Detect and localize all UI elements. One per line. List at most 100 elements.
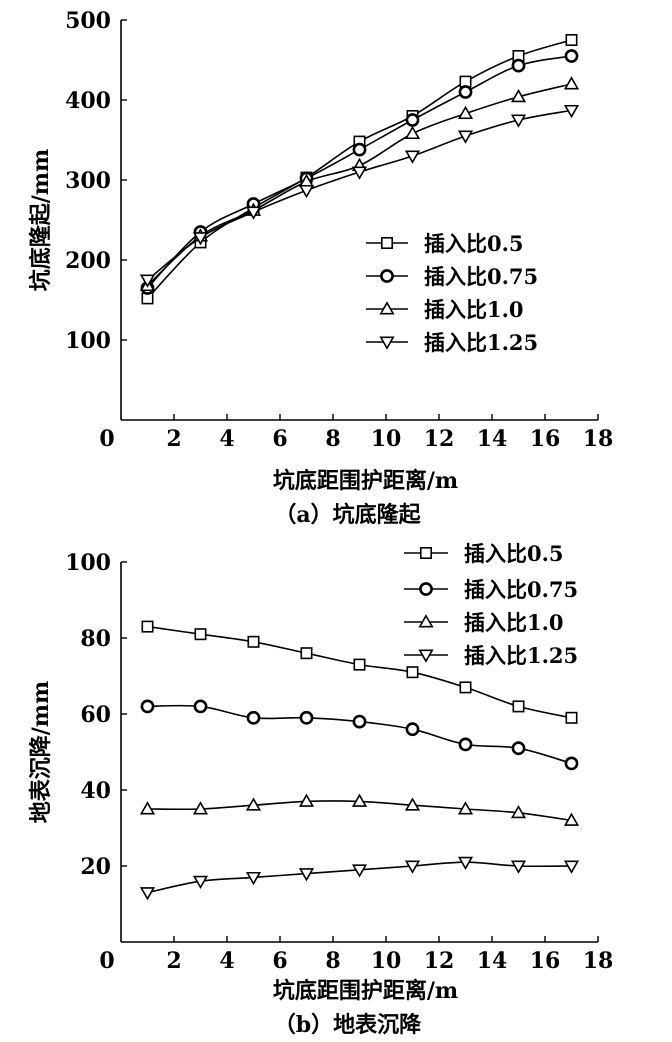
data-point	[404, 860, 421, 874]
data-point	[563, 104, 580, 119]
series-4	[139, 856, 580, 901]
data-point	[352, 142, 367, 157]
data-point	[141, 620, 154, 633]
legend-item: 插入比1.0	[366, 297, 524, 322]
x-tick-label: 4	[219, 426, 234, 452]
x-tick-label: 14	[477, 426, 508, 452]
data-point	[139, 801, 156, 815]
x-tick-label: 8	[325, 426, 340, 452]
data-point	[139, 887, 156, 901]
data-point	[511, 741, 526, 756]
data-point	[298, 793, 315, 807]
data-point	[565, 711, 578, 724]
data-point	[406, 666, 419, 679]
data-point	[565, 33, 578, 46]
data-point	[245, 206, 262, 220]
data-point	[457, 130, 474, 144]
data-point	[246, 710, 261, 725]
y-tick-label: 500	[65, 8, 111, 34]
legend-marker	[380, 269, 394, 283]
data-point	[458, 85, 473, 99]
y-tick-label: 40	[80, 778, 111, 804]
series-2	[140, 49, 579, 295]
y-tick-label: 400	[65, 88, 111, 114]
legend-label: 插入比0.75	[464, 577, 578, 602]
data-point	[351, 864, 368, 878]
y-tick-label: 80	[80, 626, 111, 652]
data-point	[564, 49, 579, 63]
data-point	[351, 793, 368, 807]
x-tick-label: 2	[166, 948, 181, 974]
data-point	[510, 114, 527, 128]
x-axis-label: 坑底距围护距离/m	[273, 468, 458, 494]
series-2	[140, 699, 579, 771]
legend-marker	[380, 237, 393, 250]
legend-item: 插入比1.0	[404, 610, 564, 635]
series-3	[139, 76, 580, 292]
y-axis-label: 地表沉降/mm	[28, 681, 54, 824]
data-point	[512, 700, 525, 713]
data-point	[298, 184, 315, 199]
legend-label: 插入比0.75	[424, 264, 538, 289]
x-tick-label: 18	[583, 426, 614, 452]
data-point	[457, 105, 474, 120]
x-tick-label: 0	[99, 948, 114, 974]
data-point	[510, 860, 527, 874]
data-point	[247, 635, 260, 648]
data-point	[457, 801, 474, 815]
x-tick-label: 4	[219, 948, 234, 974]
data-point	[192, 801, 209, 815]
x-tick-label: 16	[530, 426, 561, 452]
legend-marker	[419, 582, 433, 596]
chart-a: 0 2 4 6 8 10 12 14 16 18 100 200 300 400 500 坑底距围护距离/m 坑…	[28, 8, 613, 528]
data-point	[404, 797, 421, 811]
legend-label: 插入比1.0	[424, 297, 524, 322]
data-point	[458, 737, 473, 752]
data-point	[298, 868, 315, 882]
x-tick-label: 12	[424, 426, 455, 452]
y-axis-label: 坑底隆起/mm	[28, 149, 54, 292]
caption: （b）地表沉降	[274, 1012, 422, 1038]
data-point	[352, 714, 367, 729]
legend-marker	[379, 301, 395, 315]
series-1	[141, 620, 578, 724]
data-point	[140, 699, 155, 714]
x-tick-label: 10	[371, 948, 402, 974]
data-point	[245, 797, 262, 811]
y-tick-label: 60	[80, 702, 111, 728]
series-line	[147, 704, 572, 765]
x-tick-label: 2	[166, 426, 181, 452]
series-3	[139, 793, 580, 826]
x-tick-label: 6	[272, 426, 287, 452]
data-point	[192, 875, 209, 890]
data-point	[563, 76, 580, 90]
data-point	[300, 647, 313, 660]
x-tick-label: 10	[371, 426, 402, 452]
data-point	[192, 232, 209, 246]
data-point	[459, 681, 472, 694]
x-tick-label: 0	[99, 426, 114, 452]
legend-item: 插入比0.75	[404, 577, 578, 602]
x-tick-label: 12	[424, 948, 455, 974]
legend-marker	[418, 614, 434, 628]
data-point	[404, 150, 421, 164]
x-tick-label: 14	[477, 948, 508, 974]
legend-label: 插入比1.0	[464, 610, 564, 635]
data-point	[193, 699, 208, 714]
data-point	[353, 658, 366, 671]
y-tick-label: 200	[65, 248, 111, 274]
legend-label: 插入比0.5	[424, 231, 524, 256]
data-point	[564, 756, 579, 771]
data-point	[194, 628, 207, 641]
y-tick-label: 300	[65, 168, 111, 194]
data-point	[563, 812, 580, 826]
y-tick-label: 20	[80, 854, 111, 880]
data-point	[457, 856, 474, 871]
y-tick-label: 100	[65, 328, 111, 354]
legend-label: 插入比1.25	[424, 330, 538, 355]
data-point	[510, 88, 527, 103]
legend-marker	[418, 649, 434, 663]
legend-item: 插入比1.25	[404, 643, 578, 668]
series-4	[139, 104, 580, 288]
